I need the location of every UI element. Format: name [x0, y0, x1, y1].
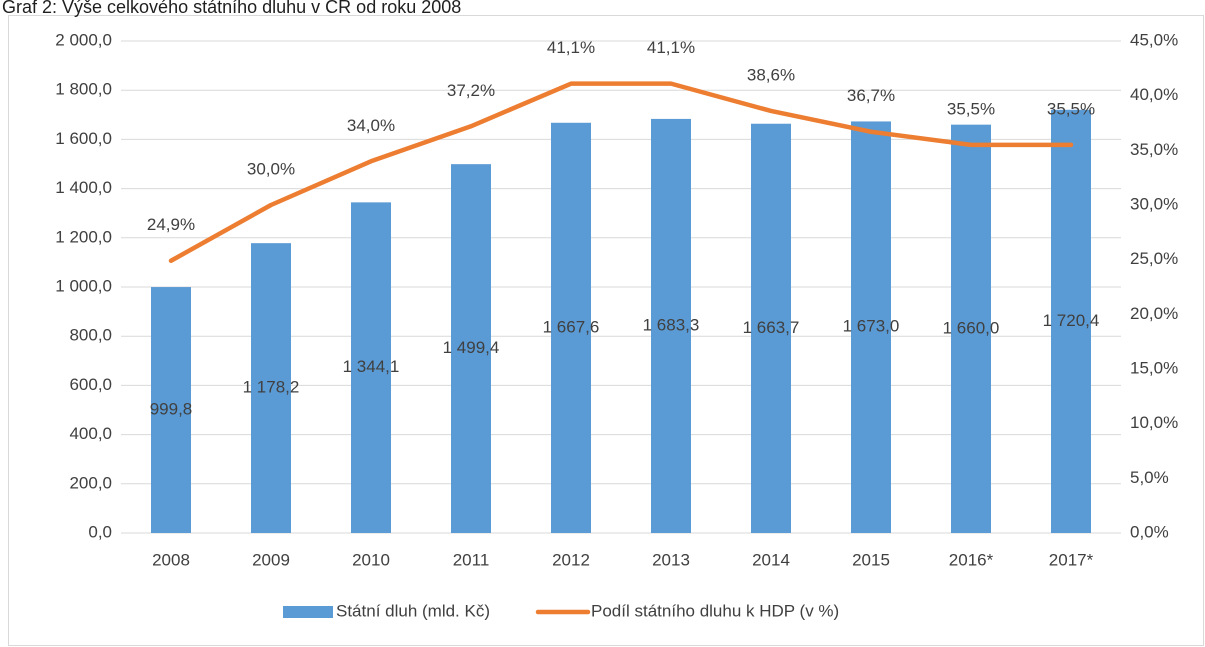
y-tick-label: 0,0 [88, 522, 112, 541]
bar-value-label: 1 683,3 [643, 315, 700, 334]
bar-value-label: 1 720,4 [1043, 311, 1100, 330]
line-value-label: 41,1% [547, 38, 595, 57]
line-value-label: 35,5% [1047, 99, 1095, 118]
y2-tick-label: 40,0% [1130, 85, 1178, 104]
y2-tick-label: 5,0% [1130, 468, 1169, 487]
bar [951, 124, 991, 533]
y-tick-label: 1 000,0 [55, 276, 112, 295]
bar [751, 123, 791, 533]
bar [351, 202, 391, 534]
bar [251, 243, 291, 534]
y2-tick-label: 35,0% [1130, 140, 1178, 159]
bar [551, 122, 591, 534]
y-tick-label: 1 800,0 [55, 80, 112, 99]
y-tick-label: 800,0 [69, 326, 112, 345]
y-tick-label: 2 000,0 [55, 30, 112, 49]
bar [1051, 109, 1091, 533]
bar [651, 118, 691, 533]
y2-tick-label: 30,0% [1130, 194, 1178, 213]
chart-title: Graf 2: Výše celkového státního dluhu v … [2, 0, 461, 17]
line-value-label: 37,2% [447, 81, 495, 100]
legend-label: Státní dluh (mld. Kč) [336, 601, 490, 620]
y2-tick-label: 45,0% [1130, 30, 1178, 49]
line [168, 81, 1074, 264]
bar-value-label: 1 499,4 [443, 338, 500, 357]
bar [851, 121, 891, 533]
legend-label: Podíl státního dluhu k HDP (v %) [591, 601, 839, 620]
bar-value-label: 1 178,2 [243, 378, 300, 397]
y2-tick-label: 0,0% [1130, 522, 1169, 541]
y-tick-label: 1 400,0 [55, 178, 112, 197]
x-tick-label: 2014 [752, 550, 790, 569]
y-tick-label: 600,0 [69, 375, 112, 394]
line-value-label: 24,9% [147, 215, 195, 234]
x-tick-label: 2011 [453, 550, 490, 569]
y-tick-label: 200,0 [69, 473, 112, 492]
bar-value-label: 1 344,1 [343, 357, 400, 376]
bar-value-label: 1 663,7 [743, 318, 800, 337]
x-tick-label: 2015 [852, 550, 890, 569]
x-tick-label: 2012 [552, 550, 590, 569]
x-tick-label: 2010 [352, 550, 390, 569]
bar-value-label: 999,8 [150, 400, 193, 419]
x-tick-label: 2013 [652, 550, 690, 569]
line-value-label: 35,5% [947, 99, 995, 118]
x-tick-label: 2016* [949, 550, 994, 569]
y2-tick-label: 20,0% [1130, 304, 1178, 323]
chart-border [8, 15, 1204, 646]
y-tick-label: 1 600,0 [55, 129, 112, 148]
y2-tick-label: 15,0% [1130, 358, 1178, 377]
line-value-label: 34,0% [347, 116, 395, 135]
bar-value-label: 1 660,0 [943, 318, 1000, 337]
y2-tick-label: 25,0% [1130, 249, 1178, 268]
line-value-label: 36,7% [847, 86, 895, 105]
y-tick-label: 400,0 [69, 424, 112, 443]
y-tick-label: 1 200,0 [55, 227, 112, 246]
y2-tick-label: 10,0% [1130, 413, 1178, 432]
x-tick-label: 2009 [252, 550, 290, 569]
line-value-label: 41,1% [647, 38, 695, 57]
bar [451, 164, 491, 534]
x-tick-label: 2008 [152, 550, 190, 569]
x-tick-label: 2017* [1049, 550, 1094, 569]
bar [151, 287, 191, 533]
bar-value-label: 1 667,6 [543, 317, 600, 336]
line-value-label: 38,6% [747, 65, 795, 84]
bar-value-label: 1 673,0 [843, 317, 900, 336]
line-value-label: 30,0% [247, 159, 295, 178]
legend-swatch [283, 606, 333, 618]
